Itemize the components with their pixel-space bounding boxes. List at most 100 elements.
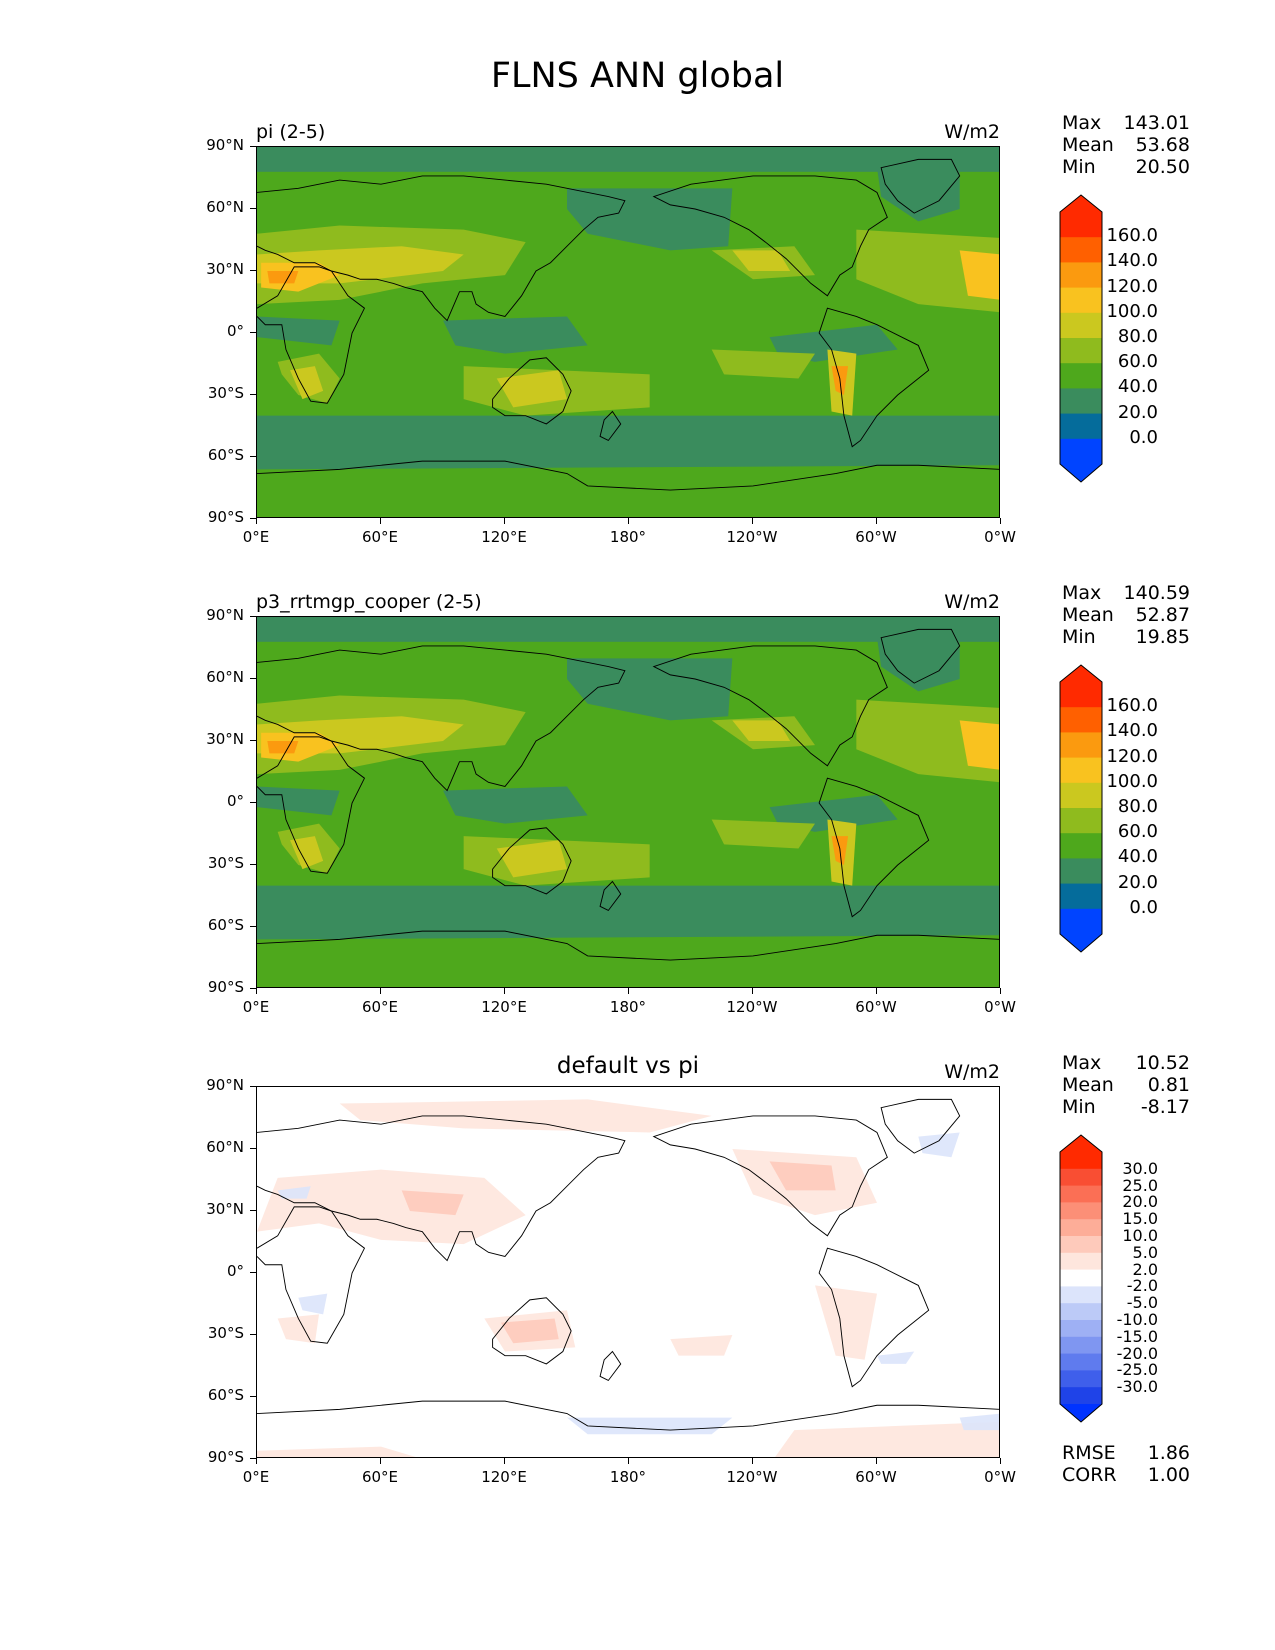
unit-label: W/m2 xyxy=(944,1061,1000,1083)
lat-tick-label: 90°S xyxy=(207,1448,244,1466)
lat-tick-mark xyxy=(250,1271,256,1273)
contour-map xyxy=(257,147,999,517)
lat-tick-label: 30°N xyxy=(206,730,244,748)
colorbar-swatch xyxy=(1060,1185,1102,1203)
stats-box: Max 140.59 Mean 52.87 Min 19.85 xyxy=(1062,582,1190,648)
lon-tick-label: 120°W xyxy=(726,998,778,1016)
colorbar-swatch xyxy=(1060,1252,1102,1271)
colorbar-swatch xyxy=(1060,908,1102,935)
colorbar-tick-label: 160.0 xyxy=(1106,695,1158,717)
colorbar-tick-label: 30.0 xyxy=(1122,1158,1158,1178)
colorbar-tick-label: 2.0 xyxy=(1132,1259,1158,1279)
lon-tick-label: 180° xyxy=(609,1468,647,1486)
lon-tick-label: 0°E xyxy=(242,1468,270,1486)
colorbar-tick-label: -2.0 xyxy=(1126,1276,1158,1296)
lat-tick-label: 0° xyxy=(226,322,244,340)
colorbar-tick-label: 60.0 xyxy=(1117,351,1158,373)
lon-tick-label: 120°E xyxy=(481,1468,527,1486)
lon-tick-mark xyxy=(875,988,877,994)
colorbar-extend-bottom xyxy=(1060,934,1102,952)
colorbar-tick-label: 10.0 xyxy=(1122,1226,1158,1245)
colorbar-tick-label: -15.0 xyxy=(1116,1326,1158,1346)
lon-tick-label: 0°E xyxy=(242,528,270,546)
lat-tick-mark xyxy=(250,331,256,333)
lat-tick-mark xyxy=(250,801,256,803)
colorbar-tick-label: 140.0 xyxy=(1106,720,1158,742)
colorbar-swatch xyxy=(1060,1320,1102,1338)
lat-tick-mark xyxy=(250,1085,256,1087)
colorbar-swatch xyxy=(1060,883,1102,910)
colorbar-tick-label: 100.0 xyxy=(1106,770,1158,792)
colorbar-swatch xyxy=(1060,1269,1102,1287)
lon-tick-label: 60°W xyxy=(855,998,897,1016)
colorbar-tick-label: 120.0 xyxy=(1106,745,1158,767)
colorbar-tick-label: 40.0 xyxy=(1117,846,1158,868)
lon-tick-label: 60°E xyxy=(361,998,399,1016)
lat-tick-label: 60°N xyxy=(206,1138,244,1156)
colorbar-swatch xyxy=(1060,1202,1102,1220)
colorbar-swatch xyxy=(1060,833,1102,859)
lat-tick-label: 60°S xyxy=(207,446,244,464)
colorbar-swatch xyxy=(1060,1353,1102,1371)
lon-tick-mark xyxy=(503,988,505,994)
lon-tick-label: 60°W xyxy=(855,528,897,546)
map-panel-p3-rrtmgp-cooper: p3_rrtmgp_cooper (2-5) W/m2 Max 140.59 Me… xyxy=(0,470,1275,1016)
lat-tick-mark xyxy=(250,517,256,519)
colorbar-swatch xyxy=(1060,1219,1102,1237)
stat-max: Max 140.59 xyxy=(1062,582,1190,604)
lon-tick-label: 180° xyxy=(609,998,647,1016)
lat-tick-label: 60°N xyxy=(206,668,244,686)
lon-tick-label: 120°E xyxy=(481,528,527,546)
lon-tick-mark xyxy=(751,988,753,994)
colorbar-swatch xyxy=(1060,312,1102,339)
map-plot-area xyxy=(256,616,1000,988)
colorbar-tick-label: 25.0 xyxy=(1122,1175,1158,1195)
lat-tick-mark xyxy=(250,145,256,147)
lon-tick-mark xyxy=(255,988,257,994)
colorbar-tick-label: 15.0 xyxy=(1122,1209,1158,1229)
stat-min: Min 19.85 xyxy=(1062,626,1190,648)
colorbar-swatch xyxy=(1060,438,1102,465)
lon-tick-mark xyxy=(503,1458,505,1464)
lat-tick-label: 60°S xyxy=(207,1386,244,1404)
colorbar-swatch xyxy=(1060,682,1102,708)
lon-tick-mark xyxy=(255,1458,257,1464)
lat-tick-mark xyxy=(250,1395,256,1397)
colorbar xyxy=(1059,194,1103,483)
stats-box: Max 10.52 Mean 0.81 Min -8.17 xyxy=(1062,1052,1190,1118)
colorbar-swatch xyxy=(1060,212,1102,238)
stat-rmse: RMSE 1.86 xyxy=(1062,1442,1190,1464)
map-plot-area xyxy=(256,1086,1000,1458)
lon-tick-label: 120°E xyxy=(481,998,527,1016)
colorbar-tick-label: -5.0 xyxy=(1126,1293,1158,1313)
panel-title: p3_rrtmgp_cooper (2-5) xyxy=(256,591,482,613)
unit-label: W/m2 xyxy=(944,121,1000,143)
lon-tick-label: 0°W xyxy=(984,998,1016,1016)
colorbar-tick-label: -20.0 xyxy=(1116,1343,1158,1363)
colorbar-tick-label: 0.0 xyxy=(1129,426,1158,448)
lon-tick-mark xyxy=(751,1458,753,1464)
lon-tick-mark xyxy=(627,1458,629,1464)
colorbar-tick-label: 100.0 xyxy=(1106,300,1158,322)
lat-tick-mark xyxy=(250,1147,256,1149)
colorbar-tick-label: 160.0 xyxy=(1106,225,1158,247)
lon-tick-mark xyxy=(379,1458,381,1464)
lon-tick-mark xyxy=(255,518,257,524)
lon-tick-mark xyxy=(875,518,877,524)
figure-title: FLNS ANN global xyxy=(490,56,785,96)
lat-tick-mark xyxy=(250,455,256,457)
colorbar-swatch xyxy=(1060,237,1102,263)
lon-tick-label: 60°E xyxy=(361,528,399,546)
lat-tick-mark xyxy=(250,269,256,271)
colorbar-extend-top xyxy=(1060,1135,1102,1152)
lon-tick-label: 60°W xyxy=(855,1468,897,1486)
panel-title: pi (2-5) xyxy=(256,121,326,143)
colorbar-swatch xyxy=(1060,413,1102,440)
colorbar-tick-label: 60.0 xyxy=(1117,821,1158,843)
colorbar-tick-label: -25.0 xyxy=(1116,1360,1158,1380)
colorbar-tick-label: 20.0 xyxy=(1122,1192,1158,1212)
lat-tick-label: 60°N xyxy=(206,198,244,216)
lat-tick-mark xyxy=(250,1457,256,1459)
colorbar-swatch xyxy=(1060,1286,1102,1304)
unit-label: W/m2 xyxy=(944,591,1000,613)
